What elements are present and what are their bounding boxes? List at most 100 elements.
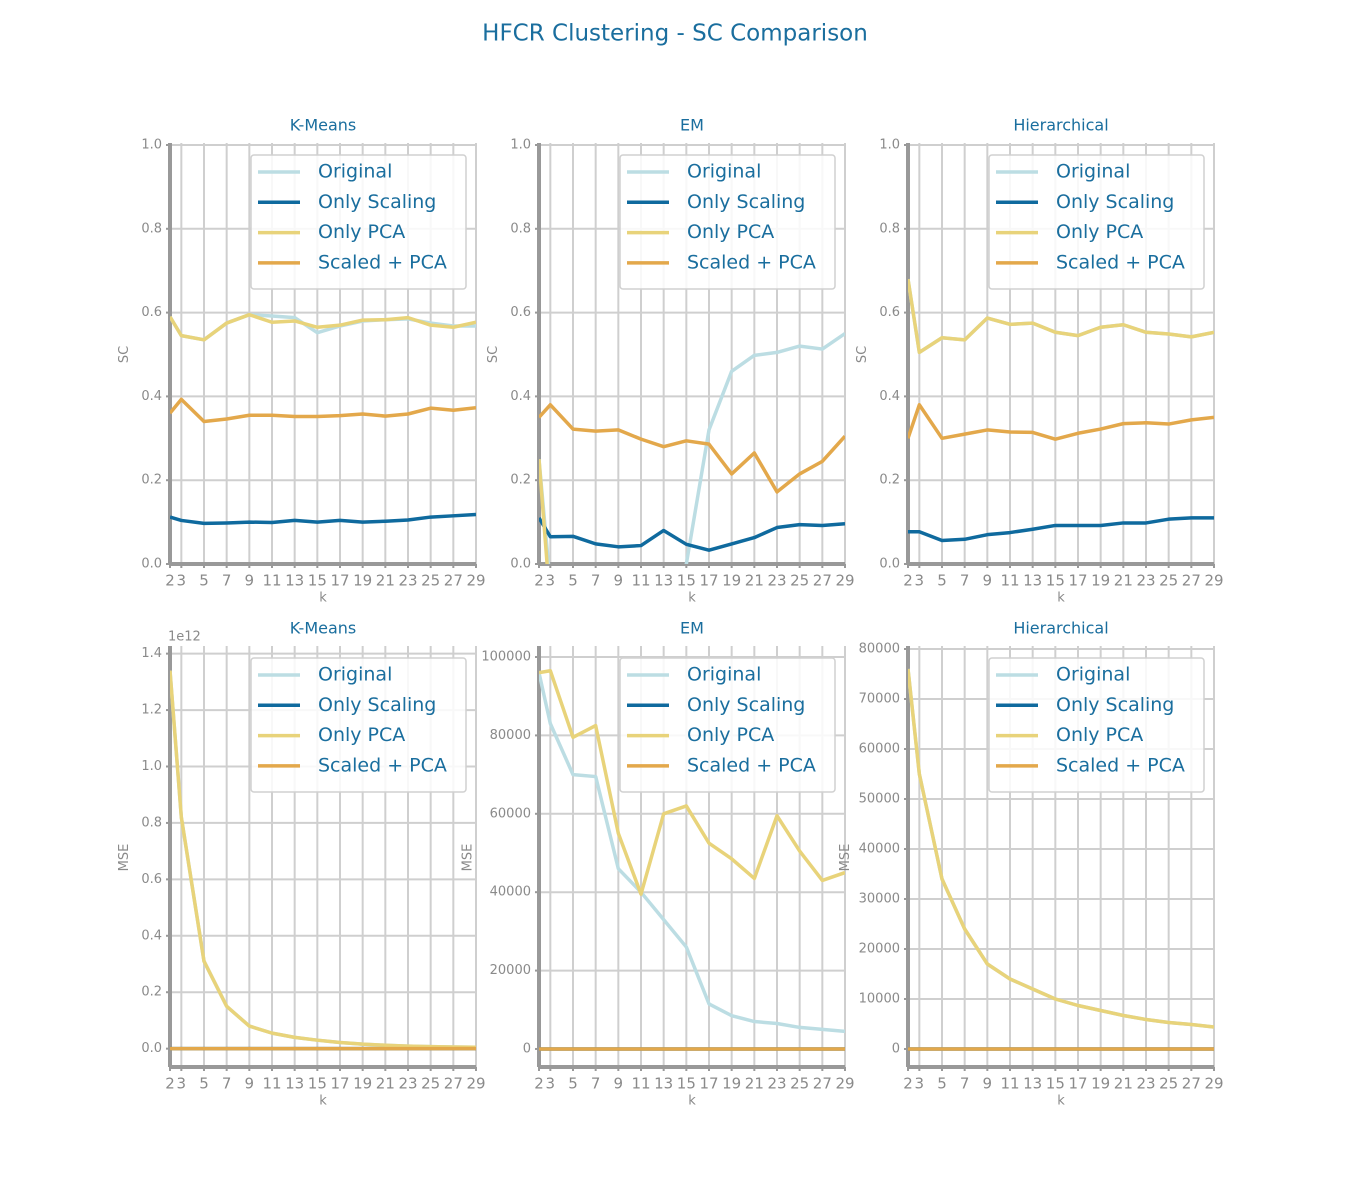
legend-box (988, 154, 1205, 290)
x-tick-label: 21 (745, 1075, 764, 1093)
x-tick-label: 15 (1046, 1075, 1065, 1093)
subplot-title: K-Means (290, 116, 357, 135)
figure-title: HFCR Clustering - SC Comparison (482, 21, 868, 47)
legend-label: Only Scaling (318, 694, 436, 716)
x-tick-label: 13 (285, 1075, 304, 1093)
x-tick-label: 7 (222, 572, 232, 590)
y-tick-label: 0.4 (510, 389, 531, 404)
x-tick-label: 19 (1091, 572, 1110, 590)
y-tick-label: 0.8 (141, 815, 162, 830)
y-axis-label: MSE (838, 844, 853, 872)
y-tick-label: 1.2 (141, 703, 162, 718)
series-group (908, 278, 1214, 543)
x-tick-label: 5 (937, 572, 947, 590)
y-tick-label: 0.4 (141, 928, 162, 943)
series-line (539, 672, 845, 1034)
legend-box (619, 154, 836, 290)
legend-label: Only Scaling (318, 191, 436, 213)
x-tick-label: 13 (1023, 572, 1042, 590)
subplot-title: EM (680, 619, 704, 638)
x-axis-label: k (688, 591, 696, 606)
series-group (908, 668, 1214, 1051)
series-line (539, 517, 845, 552)
y-tick-label: 10000 (859, 992, 900, 1007)
series-line (539, 668, 845, 896)
x-tick-label: 23 (398, 572, 417, 590)
y-offset-label: 1e12 (168, 630, 201, 645)
y-tick-label: 0.0 (879, 557, 900, 572)
x-tick-label: 5 (937, 1075, 947, 1093)
legend-label: Only PCA (318, 221, 405, 243)
x-tick-label: 17 (330, 1075, 349, 1093)
y-tick-label: 30000 (859, 892, 900, 907)
x-tick-label: 17 (330, 572, 349, 590)
y-axis-label: MSE (461, 844, 476, 872)
x-tick-label: 5 (568, 572, 578, 590)
legend-label: Original (318, 161, 392, 183)
y-tick-label: 1.0 (510, 138, 531, 153)
x-tick-label: 15 (677, 572, 696, 590)
y-tick-label: 0.6 (141, 872, 162, 887)
y-tick-label: 0.8 (510, 221, 531, 236)
y-tick-label: 0.4 (141, 389, 162, 404)
series-line (539, 332, 845, 564)
x-tick-label: 29 (835, 572, 854, 590)
x-tick-label: 15 (308, 572, 327, 590)
x-tick-label: 9 (614, 1075, 624, 1093)
y-tick-label: 60000 (490, 806, 531, 821)
subplot-title: K-Means (290, 619, 357, 638)
x-tick-label: 25 (790, 572, 809, 590)
legend-label: Scaled + PCA (1056, 251, 1185, 273)
legend-label: Only PCA (687, 221, 774, 243)
x-tick-label: 17 (699, 572, 718, 590)
subplot-title: EM (680, 116, 704, 135)
x-tick-label: 19 (722, 1075, 741, 1093)
legend-label: Scaled + PCA (1056, 754, 1185, 776)
series-line (908, 668, 1214, 1029)
legend-label: Scaled + PCA (318, 754, 447, 776)
legend-label: Only Scaling (687, 191, 805, 213)
x-tick-label: 7 (960, 1075, 970, 1093)
x-tick-label: 23 (1136, 1075, 1155, 1093)
y-tick-label: 0.2 (141, 473, 162, 488)
y-axis-label: SC (855, 346, 870, 363)
legend-label: Only PCA (318, 724, 405, 746)
subplot-title: Hierarchical (1013, 619, 1108, 638)
x-tick-label: 23 (1136, 572, 1155, 590)
x-tick-label: 19 (353, 572, 372, 590)
x-tick-label: 7 (222, 1075, 232, 1093)
y-tick-label: 1.0 (879, 138, 900, 153)
y-tick-label: 40000 (490, 885, 531, 900)
x-tick-label: 5 (199, 1075, 209, 1093)
y-tick-label: 80000 (859, 642, 900, 657)
x-tick-label: 9 (983, 572, 993, 590)
legend-label: Original (318, 664, 392, 686)
y-tick-label: 0.8 (879, 221, 900, 236)
x-tick-label: 5 (568, 1075, 578, 1093)
x-tick-label: 27 (1182, 1075, 1201, 1093)
x-tick-label: 27 (444, 1075, 463, 1093)
x-tick-label: 25 (1159, 572, 1178, 590)
x-tick-label: 19 (1091, 1075, 1110, 1093)
x-tick-label: 2 (903, 572, 913, 590)
x-tick-label: 29 (835, 1075, 854, 1093)
x-tick-label: 3 (915, 572, 925, 590)
x-axis-label: k (1057, 591, 1065, 606)
x-tick-label: 15 (1046, 572, 1065, 590)
y-tick-label: 20000 (490, 963, 531, 978)
series-group (170, 312, 476, 526)
legend-label: Scaled + PCA (687, 251, 816, 273)
x-tick-label: 11 (631, 572, 650, 590)
legend-label: Only PCA (1056, 724, 1143, 746)
x-tick-label: 25 (421, 1075, 440, 1093)
legend-box (250, 154, 467, 290)
x-tick-label: 5 (199, 572, 209, 590)
series-group (539, 332, 845, 564)
x-tick-label: 11 (262, 1075, 281, 1093)
x-tick-label: 3 (177, 572, 187, 590)
x-tick-label: 3 (546, 572, 556, 590)
y-tick-label: 40000 (859, 842, 900, 857)
y-tick-label: 0.6 (879, 305, 900, 320)
y-tick-label: 0.2 (879, 473, 900, 488)
y-tick-label: 100000 (481, 650, 531, 665)
